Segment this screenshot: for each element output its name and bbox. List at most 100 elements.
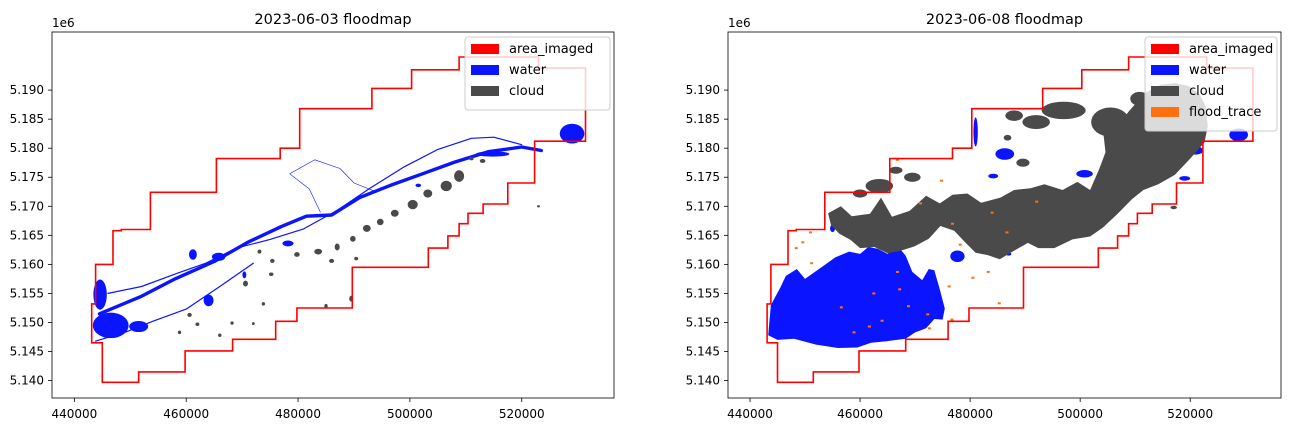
water-channel (107, 136, 523, 294)
water-body (995, 148, 1015, 160)
cloud-patch (334, 243, 340, 251)
y-tick-label: 5.140 (686, 374, 720, 388)
flood-trace-mark (898, 288, 902, 291)
water-body (1229, 128, 1248, 142)
flood-trace-mark (951, 222, 955, 225)
y-tick-label: 5.155 (686, 286, 720, 300)
area-imaged-outline (766, 56, 1254, 384)
flood-trace-mark (939, 179, 943, 182)
flood-trace-mark (872, 292, 876, 295)
flood-trace-mark (906, 305, 910, 308)
water-body (950, 250, 965, 263)
y-tick-label: 5.180 (10, 141, 44, 155)
flood-trace-mark (801, 241, 805, 244)
legend-label: cloud (1189, 84, 1224, 99)
y-tick-label: 5.145 (686, 345, 720, 359)
flood-trace-mark (919, 202, 923, 205)
water-body (1179, 176, 1191, 181)
y-tick-label: 5.155 (10, 286, 44, 300)
legend-swatch (471, 44, 499, 54)
cloud-patch (257, 249, 262, 254)
water-body (242, 271, 247, 279)
legend-label: cloud (509, 84, 544, 99)
cloud-patch (261, 302, 266, 306)
x-tick-label: 480000 (947, 407, 993, 421)
flood-trace-mark (927, 327, 931, 330)
legend-label: flood_trace (1189, 105, 1261, 120)
cloud-patch (230, 321, 234, 325)
floodmap-panel-june-08: 440000 460000 480000 500000 520000 5.140 5.145… (686, 12, 1282, 421)
flood-trace-mark (839, 306, 843, 309)
y-tick-label: 5.185 (10, 112, 44, 126)
water-channel (289, 159, 377, 213)
cloud-patch (1016, 158, 1030, 167)
x-tick-label: 500000 (387, 407, 433, 421)
flood-trace-mark (880, 319, 884, 322)
cloud-patch (187, 312, 192, 317)
cloud-patch (889, 166, 903, 174)
plot-area (766, 56, 1254, 384)
cloud-patch (1041, 101, 1086, 120)
y-tick-label: 5.190 (10, 83, 44, 97)
legend-swatch (1151, 86, 1179, 96)
cloud-patch (1091, 107, 1130, 137)
legend-frame (464, 36, 611, 111)
legend-swatch (1151, 44, 1179, 54)
y-tick-label: 5.160 (10, 257, 44, 271)
y-tick-label: 5.170 (10, 199, 44, 213)
water-body (92, 312, 129, 339)
water-channel (97, 145, 543, 316)
cloud-patch (362, 224, 371, 232)
cloud-region (828, 83, 1208, 260)
flood-trace-mark (986, 270, 990, 273)
flood-trace-mark (852, 331, 856, 334)
flood-trace-mark (895, 158, 899, 161)
cloud-patch (1005, 110, 1023, 121)
water-body (415, 183, 422, 188)
flood-trace-mark (997, 302, 1001, 305)
y-tick-label: 5.175 (10, 170, 44, 184)
x-tick-label: 440000 (727, 407, 773, 421)
y-tick-label: 5.165 (10, 228, 44, 242)
cloud-patch (479, 158, 486, 164)
water-body (211, 252, 226, 261)
legend-swatch (471, 86, 499, 96)
legend-swatch (1151, 65, 1179, 75)
y-offset-label: 1e6 (728, 16, 751, 30)
x-tick-label: 480000 (275, 407, 321, 421)
water-body (559, 123, 585, 144)
y-tick-label: 5.150 (10, 315, 44, 329)
flood-trace-mark (971, 276, 975, 279)
water-body (475, 151, 510, 157)
y-tick-label: 5.140 (10, 374, 44, 388)
cloud-patch (1003, 134, 1012, 141)
water-body (189, 249, 197, 260)
flood-trace-mark (867, 325, 871, 328)
flood-trace-mark (1035, 200, 1039, 203)
flood-trace-mark (990, 211, 994, 214)
y-tick-label: 5.180 (686, 141, 720, 155)
cloud-patch (537, 205, 540, 208)
cloud-patch (177, 330, 182, 335)
axes-frame (727, 31, 1282, 399)
cloud-patch (454, 170, 465, 182)
flood-trace-mark (809, 231, 813, 234)
chart-title: 2023-06-08 floodmap (926, 12, 1083, 28)
cloud-patch (270, 258, 275, 263)
y-tick-label: 5.175 (686, 170, 720, 184)
x-tick-label: 440000 (51, 407, 97, 421)
y-tick-label: 5.160 (686, 257, 720, 271)
x-tick-label: 520000 (499, 407, 545, 421)
cloud-patch (354, 256, 359, 261)
legend-swatch (471, 65, 499, 75)
water-body (282, 240, 294, 247)
cloud-patch (251, 322, 255, 326)
flood-trace-mark (947, 285, 951, 288)
area-imaged-outline (90, 56, 587, 384)
flood-trace-mark (958, 243, 962, 246)
cloud-patch (440, 180, 452, 192)
water-body (988, 173, 999, 179)
cloud-patch (865, 178, 894, 193)
water-region (768, 245, 945, 348)
